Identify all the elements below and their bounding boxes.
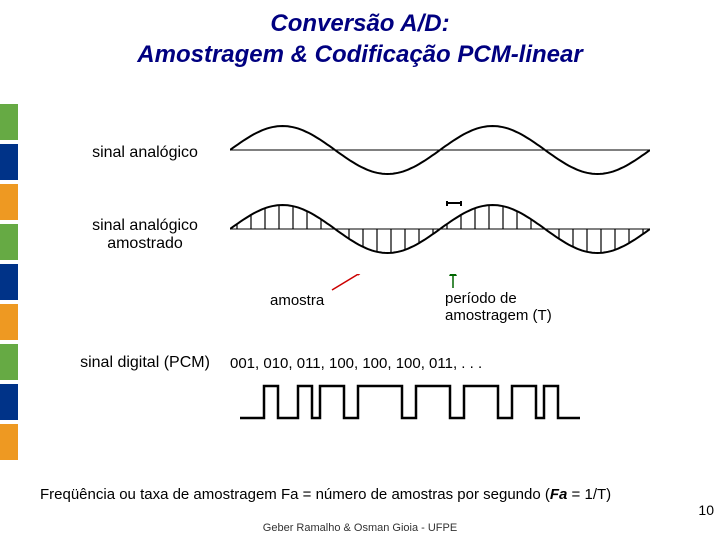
pcm-label: sinal digital (PCM) xyxy=(60,354,230,372)
sidebar-block xyxy=(0,184,18,220)
sidebar-block xyxy=(0,304,18,340)
sidebar-block xyxy=(0,104,18,140)
analog-label: sinal analógico xyxy=(60,144,230,162)
pcm-row: sinal digital (PCM) 001, 010, 011, 100, … xyxy=(60,354,700,372)
title-line-1: Conversão A/D: xyxy=(270,10,449,37)
annotation-row: amostra período de amostragem (T) xyxy=(230,282,700,338)
note-prefix: Freqüência ou taxa de amostragem Fa = nú… xyxy=(40,486,550,503)
decorative-sidebar xyxy=(0,104,26,484)
page-number: 10 xyxy=(698,502,714,518)
note-fa: Fa xyxy=(550,486,568,503)
footer-credit: Geber Ramalho & Osman Gioia - UFPE xyxy=(0,522,720,534)
sidebar-block xyxy=(0,424,18,460)
title-line-2: Amostragem & Codificação PCM-linear xyxy=(137,41,582,68)
bottom-note: Freqüência ou taxa de amostragem Fa = nú… xyxy=(40,486,680,504)
sidebar-block xyxy=(0,344,18,380)
sidebar-block xyxy=(0,384,18,420)
note-suffix: = 1/T) xyxy=(567,486,611,503)
sampled-diagram xyxy=(230,199,700,270)
digital-row xyxy=(60,380,700,430)
sampled-row: sinal analógico amostrado xyxy=(60,199,700,270)
sidebar-block xyxy=(0,224,18,260)
sidebar-block xyxy=(0,144,18,180)
analog-row: sinal analógico xyxy=(60,120,700,185)
pcm-values: 001, 010, 011, 100, 100, 100, 011, . . . xyxy=(230,355,482,372)
content-area: sinal analógico sinal analógico amostrad… xyxy=(60,120,700,444)
page-title: Conversão A/D: Amostragem & Codificação … xyxy=(40,8,680,70)
sidebar-block xyxy=(0,264,18,300)
digital-diagram xyxy=(230,380,700,430)
sampled-label: sinal analógico amostrado xyxy=(60,217,230,253)
analog-diagram xyxy=(230,120,700,185)
